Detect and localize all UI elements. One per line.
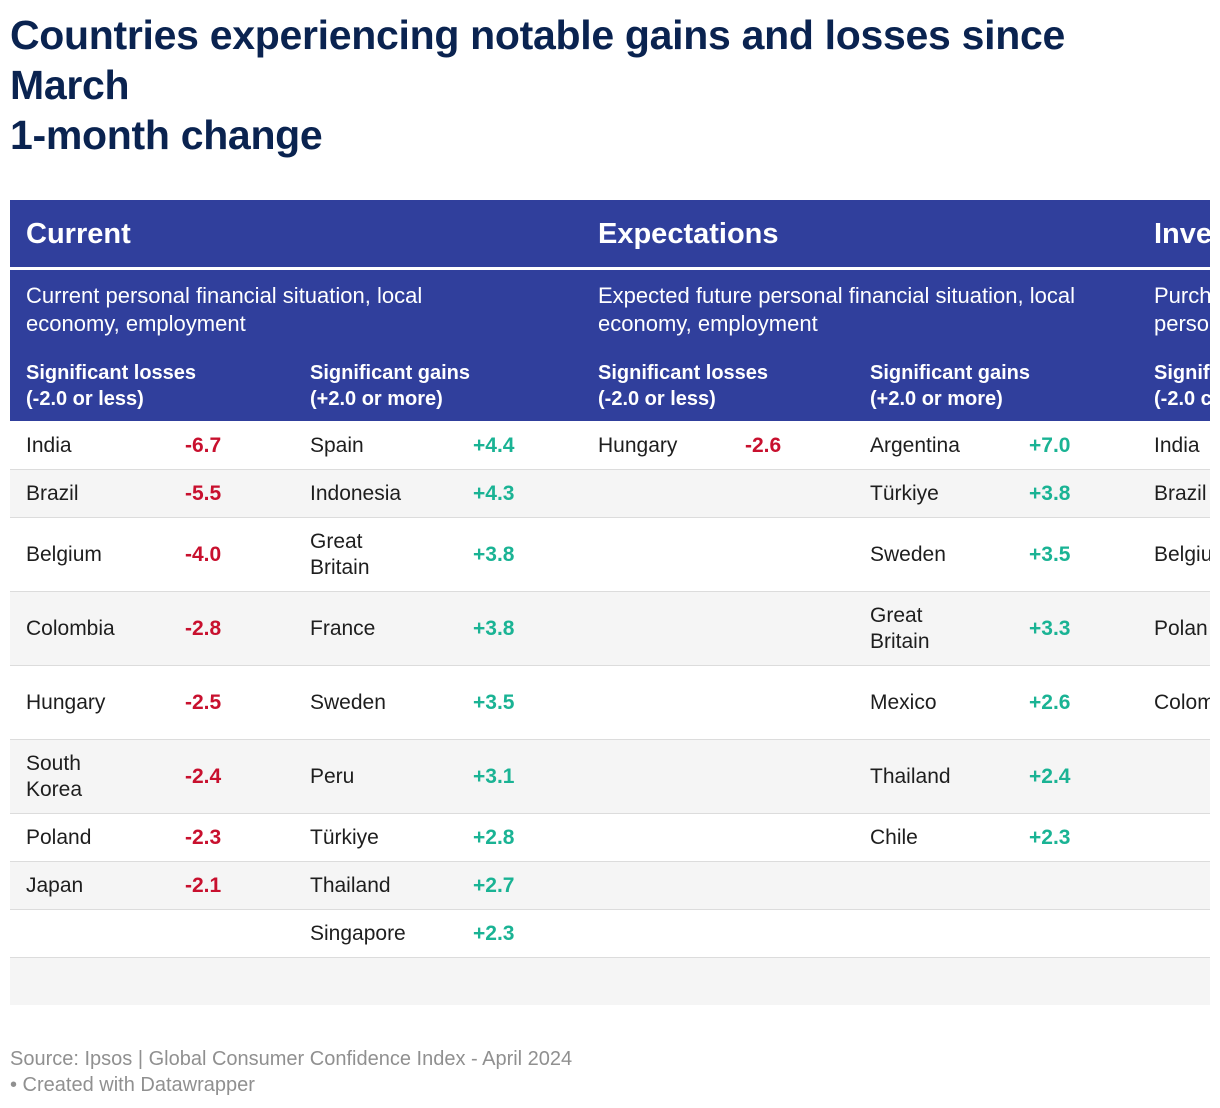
section-description-band: Current personal financial situation, lo… [10,270,1210,348]
gain-value: +2.4 [1029,764,1071,788]
column-header-gains: Significant gains (+2.0 or more) [870,362,1031,410]
loss-value: -2.6 [745,433,782,457]
column-header-gains: Significant gains (+2.0 or more) [310,362,471,410]
country-name: Hungary [26,690,106,714]
country-name: Chile [870,825,918,849]
loss-value: -2.5 [185,690,222,714]
section-title: Inve [1154,218,1210,250]
country-name: Japan [26,873,84,897]
table-row: Colombia -2.8 France +3.8 Great Britain +3.3 P… [10,592,1210,666]
country-name: Argentina [870,433,960,457]
column-header-band: Significant losses (-2.0 or less) Signific… [10,348,1210,421]
column-header-losses: Significant losses (-2.0 or less) [598,362,769,410]
country-name: India [26,433,72,457]
loss-value: -4.0 [185,542,222,566]
loss-value: -2.4 [185,764,222,788]
chart-title: Countries experiencing notable gains and… [10,10,1180,160]
source-note: Source: Ipsos | Global Consumer Confiden… [10,1048,573,1070]
country-name: Great Britain [870,603,930,653]
section-description: Expected future personal financial situa… [598,283,1075,336]
gain-value: +2.7 [473,873,515,897]
section-description: Current personal financial situation, lo… [26,283,423,336]
section-description: Purch perso [1154,283,1210,336]
country-name: Great Britain [310,529,370,579]
country-name: Spain [310,433,364,457]
gain-value: +3.8 [473,616,515,640]
gain-value: +4.3 [473,481,515,505]
gain-value: +3.8 [473,542,515,566]
column-header-losses: Significant losses (-2.0 or less) [26,362,197,410]
loss-value: -2.8 [185,616,222,640]
table-row: India -6.7 Spain +4.4 Hungary -2.6 Argentina +7… [10,422,1210,470]
country-name: Polan [1154,616,1208,640]
table-row: Poland -2.3 Türkiye +2.8 Chile +2.3 [10,814,1210,862]
title-line-1: Countries experiencing notable gains and… [10,12,1065,58]
gain-value: +7.0 [1029,433,1071,457]
table-row: South Korea -2.4 Peru +3.1 Thailand +2.4 [10,740,1210,814]
credit-note: • Created with Datawrapper [10,1074,255,1096]
title-line-2: March [10,62,130,108]
country-name: Sweden [310,690,386,714]
title-line-3: 1-month change [10,112,323,158]
gain-value: +2.8 [473,825,515,849]
section-title: Expectations [598,218,779,250]
country-name: Indonesia [310,481,402,505]
country-name: Hungary [598,433,678,457]
country-name: Türkiye [310,825,379,849]
gain-value: +3.5 [473,690,515,714]
section-title-band: Current Expectations Inve [10,200,1210,267]
table-row [10,958,1210,1005]
country-name: Türkiye [870,481,939,505]
country-name: Belgiu [1154,542,1210,566]
loss-value: -2.1 [185,873,222,897]
country-name: Thailand [870,764,951,788]
country-name: Brazil [26,481,79,505]
loss-value: -2.3 [185,825,222,849]
table-row: Singapore +2.3 [10,910,1210,958]
table-row: Belgium -4.0 Great Britain +3.8 Sweden +3.5 Be… [10,518,1210,592]
country-name: Peru [310,764,355,788]
loss-value: -6.7 [185,433,222,457]
country-name: Mexico [870,690,937,714]
table-row: Hungary -2.5 Sweden +3.5 Mexico +2.6 Colom [10,666,1210,740]
gain-value: +2.3 [473,921,515,945]
gain-value: +3.5 [1029,542,1071,566]
country-name: South Korea [26,751,83,801]
gain-value: +2.3 [1029,825,1071,849]
country-name: France [310,616,376,640]
table-row: Japan -2.1 Thailand +2.7 [10,862,1210,910]
country-name: Poland [26,825,92,849]
gain-value: +3.8 [1029,481,1071,505]
footer: Source: Ipsos | Global Consumer Confiden… [10,1046,650,1098]
country-name: Colombia [26,616,115,640]
country-name: Singapore [310,921,406,945]
country-name: Belgium [26,542,102,566]
table-row: Brazil -5.5 Indonesia +4.3 Türkiye +3.8 Brazil [10,470,1210,518]
gain-value: +4.4 [473,433,515,457]
country-name: India [1154,433,1200,457]
section-title: Current [26,218,131,250]
gain-value: +3.1 [473,764,515,788]
country-name: Colom [1154,690,1210,714]
gain-value: +2.6 [1029,690,1071,714]
country-name: Sweden [870,542,946,566]
gain-value: +3.3 [1029,616,1071,640]
country-name: Thailand [310,873,391,897]
loss-value: -5.5 [185,481,222,505]
column-header-losses: Signif (-2.0 c [1154,362,1210,410]
country-name: Brazil [1154,481,1207,505]
data-table: Current Expectations Inve Current personal… [10,200,1210,1006]
